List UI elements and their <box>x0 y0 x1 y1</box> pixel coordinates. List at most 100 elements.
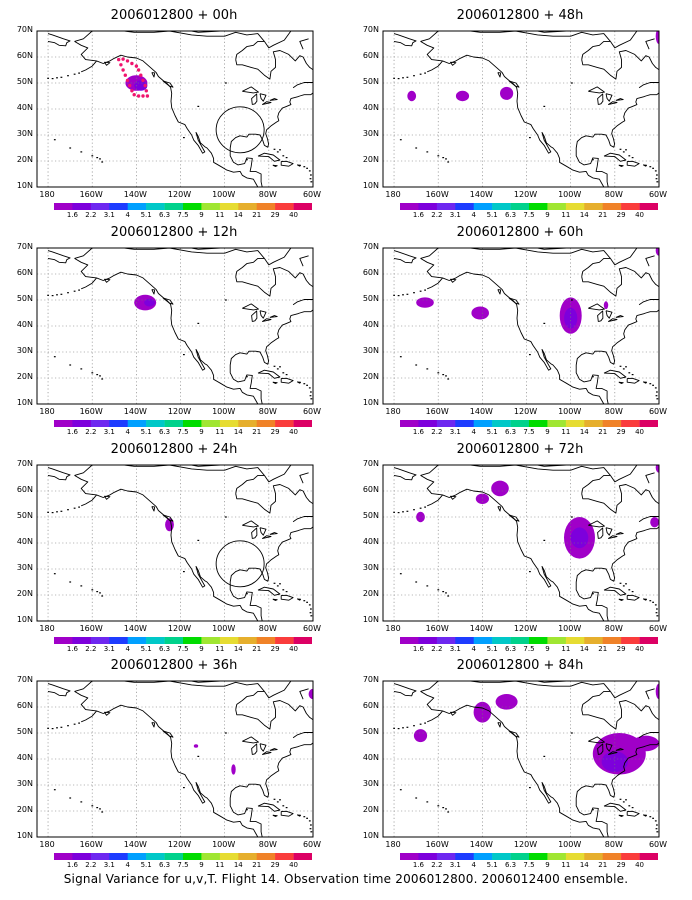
map-frame <box>36 464 314 622</box>
colorbar-swatch <box>510 420 530 427</box>
lat-tick-label: 50N <box>362 77 379 86</box>
coastline <box>393 683 417 697</box>
coastline <box>261 101 272 106</box>
colorbar-swatch <box>109 637 128 644</box>
lat-tick-label: 20N <box>16 372 33 381</box>
colorbar-label: 21 <box>252 428 262 436</box>
colorbar-swatch <box>127 203 147 210</box>
colorbar <box>400 420 658 427</box>
coastline <box>610 681 638 699</box>
coastline <box>588 520 605 528</box>
coastline <box>420 41 605 187</box>
lat-tick-label: 50N <box>362 511 379 520</box>
coastline <box>280 377 294 384</box>
coastline <box>645 688 655 700</box>
coastline <box>605 527 613 536</box>
colorbar-label: 7.5 <box>177 211 189 219</box>
coastline <box>296 814 302 817</box>
colorbar-label: 2.2 <box>85 861 97 869</box>
colorbar-label: 9 <box>545 428 550 436</box>
lat-tick-label: 30N <box>362 563 379 572</box>
coastline <box>299 38 309 50</box>
coastline <box>272 598 278 601</box>
lat-tick-label: 70N <box>16 25 33 34</box>
colorbar-label: 11 <box>561 428 571 436</box>
colorbar-label: 21 <box>598 645 608 653</box>
colorbar-label: 29 <box>616 861 626 869</box>
lat-tick-label: 50N <box>362 294 379 303</box>
colorbar-swatch <box>400 420 419 427</box>
lon-tick-label: 80W <box>604 840 623 849</box>
variance-blob <box>416 297 434 308</box>
colorbar-label: 40 <box>635 211 645 219</box>
lat-tick-label: 30N <box>16 779 33 788</box>
variance-blob <box>655 465 659 473</box>
colorbar-swatch <box>90 203 110 210</box>
colorbar-swatch <box>621 420 640 427</box>
colorbar-swatch <box>473 203 493 210</box>
colorbar-swatch <box>436 420 456 427</box>
variance-blob <box>413 729 428 743</box>
coastline <box>74 681 265 692</box>
coastline <box>605 743 613 752</box>
coastline <box>272 814 278 817</box>
lon-tick-label: 180 <box>39 190 55 199</box>
colorbar-label: 11 <box>561 211 571 219</box>
lat-tick-label: 70N <box>16 459 33 468</box>
ring-outline <box>215 106 265 154</box>
panel-title: 2006012800 + 36h <box>110 658 238 673</box>
coastline <box>74 258 259 404</box>
colorbar-swatch <box>256 203 276 210</box>
coastline <box>588 86 605 94</box>
lon-tick-label: 140W <box>123 624 147 633</box>
variance-blob <box>193 744 199 748</box>
colorbar-label: 3.1 <box>449 211 461 219</box>
lat-tick-label: 10N <box>16 831 33 840</box>
lon-tick-label: 140W <box>469 407 493 416</box>
lon-tick-label: 180 <box>385 190 401 199</box>
colorbar-swatch <box>621 203 640 210</box>
panel-title: 2006012800 + 60h <box>456 225 584 240</box>
colorbar-label: 3.1 <box>103 211 115 219</box>
lat-tick-label: 60N <box>362 51 379 60</box>
lat-tick-label: 40N <box>362 103 379 112</box>
lat-tick-label: 70N <box>16 675 33 684</box>
coastline <box>229 742 313 837</box>
coastline <box>603 152 627 162</box>
lat-tick-label: 20N <box>362 805 379 814</box>
colorbar-swatch <box>565 203 585 210</box>
lon-tick-label: 60W <box>648 840 668 849</box>
coastline <box>47 33 71 47</box>
lat-tick-label: 50N <box>16 77 33 86</box>
colorbar-label: 40 <box>635 428 645 436</box>
colorbar-swatch <box>54 637 73 644</box>
colorbar <box>400 853 658 860</box>
colorbar-label: 40 <box>289 861 299 869</box>
coastline <box>610 465 638 483</box>
lon-tick-label: 160W <box>79 840 103 849</box>
colorbar <box>54 203 312 210</box>
coastline <box>235 267 304 297</box>
coastline <box>581 484 650 514</box>
lon-tick-label: 180 <box>39 407 55 416</box>
colorbar-swatch <box>219 637 239 644</box>
flight-track-point <box>123 73 128 77</box>
colorbar-swatch <box>492 420 511 427</box>
flight-track-point <box>130 89 134 93</box>
coastline <box>618 598 624 601</box>
coastline <box>103 278 111 283</box>
colorbar-swatch <box>565 637 585 644</box>
colorbar-swatch <box>146 203 165 210</box>
coastline <box>229 92 313 187</box>
panel-title: 2006012800 + 72h <box>456 442 584 457</box>
colorbar-label: 5.1 <box>486 211 498 219</box>
variance-blob <box>601 751 628 772</box>
colorbar-label: 6.3 <box>504 645 517 653</box>
coastline <box>603 369 627 379</box>
coastline <box>597 743 604 756</box>
colorbar-label: 3.1 <box>103 645 115 653</box>
coastline <box>314 296 328 308</box>
colorbar-swatch <box>109 203 128 210</box>
colorbar-label: 11 <box>561 645 571 653</box>
colorbar-swatch <box>54 420 73 427</box>
